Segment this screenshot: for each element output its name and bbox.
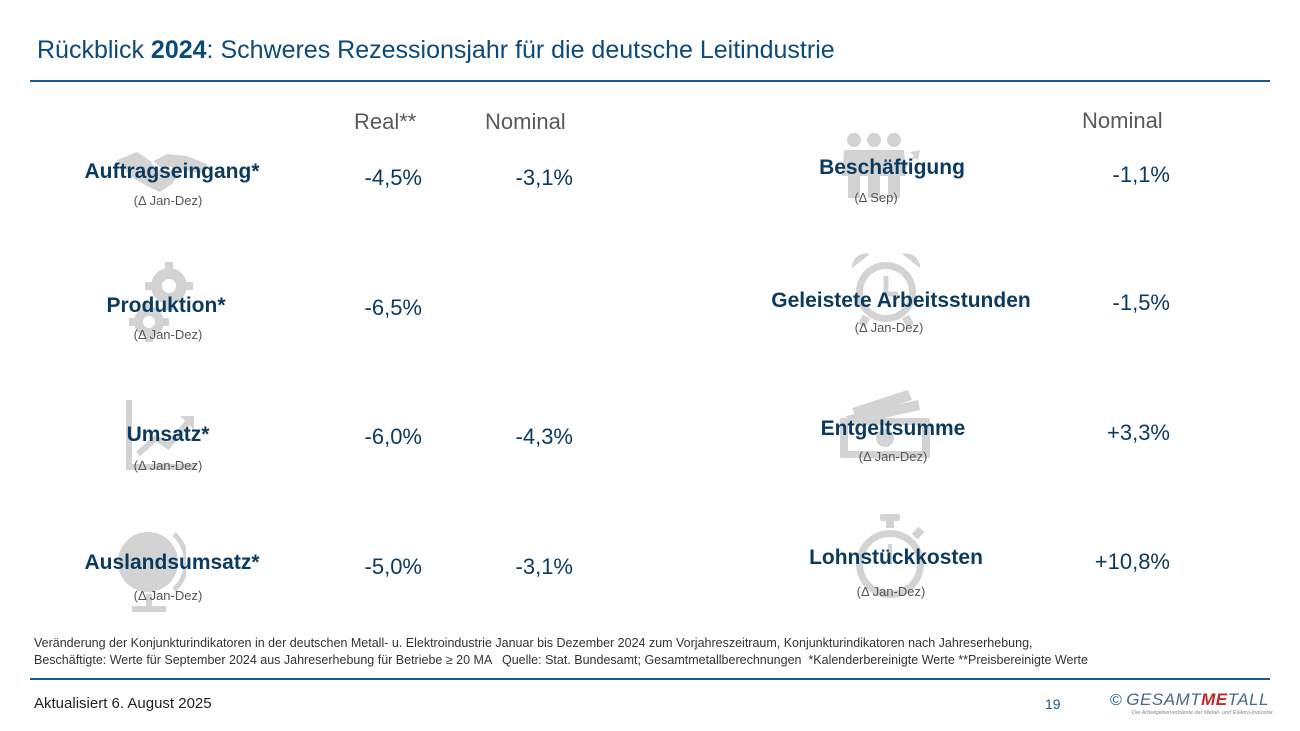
indicator-period-arbeitsstunden: (Δ Jan-Dez) [854, 320, 924, 335]
footnote: Veränderung der Konjunkturindikatoren in… [34, 635, 1274, 669]
indicator-period-entgeltsumme: (Δ Jan-Dez) [858, 449, 928, 464]
indicator-label-produktion: Produktion* [106, 294, 226, 317]
column-header-real: Real** [354, 109, 417, 134]
indicator-label-entgeltsumme: Entgeltsumme [820, 417, 966, 440]
indicator-label-beschaeftigung: Beschäftigung [819, 156, 965, 179]
indicator-period-auftragseingang: (Δ Jan-Dez) [133, 193, 203, 208]
indicator-label-auslandsumsatz: Auslandsumsatz* [84, 551, 260, 574]
indicator-label-lohnstueckkosten: Lohnstückkosten [809, 546, 983, 569]
title-year: 2024 [150, 36, 207, 64]
stopwatch-icon [852, 514, 928, 600]
handshake-icon [112, 140, 212, 200]
page-title: Rückblick 2024: Schweres Rezessionsjahr … [37, 36, 835, 64]
indicator-label-arbeitsstunden: Geleistete Arbeitsstunden [771, 289, 1031, 312]
gears-icon [125, 262, 197, 342]
indicator-label-auftragseingang: Auftragseingang* [84, 160, 260, 183]
indicator-period-lohnstueckkosten: (Δ Jan-Dez) [856, 584, 926, 599]
value-real-auftragseingang: -4,5% [364, 165, 422, 190]
indicator-label-umsatz: Umsatz* [126, 423, 210, 446]
footnote-line-2: Beschäftigte: Werte für September 2024 a… [34, 653, 1088, 667]
bottom-divider [30, 678, 1270, 680]
alarm-clock-icon [848, 250, 924, 328]
indicator-period-produktion: (Δ Jan-Dez) [133, 327, 203, 342]
growth-chart-icon [124, 398, 199, 473]
top-divider [30, 80, 1270, 82]
page-number: 19 [1045, 696, 1061, 712]
people-icon [840, 130, 920, 200]
footnote-line-1: Veränderung der Konjunkturindikatoren in… [34, 636, 1033, 650]
value-nominal-umsatz: -4,3% [515, 424, 573, 449]
value-nominal-auftragseingang: -3,1% [515, 165, 573, 190]
logo-tagline: Die Arbeitgeberverbände der Metall- und … [1132, 710, 1273, 716]
value-nominal-arbeitsstunden: -1,5% [1112, 290, 1170, 315]
value-real-umsatz: -6,0% [364, 424, 422, 449]
globe-icon [116, 524, 186, 616]
updated-date: Aktualisiert 6. August 2025 [34, 695, 212, 712]
column-header-nominal-right: Nominal [1082, 108, 1163, 133]
value-nominal-beschaeftigung: -1,1% [1112, 162, 1170, 187]
value-real-produktion: -6,5% [364, 295, 422, 320]
copyright-symbol: © [1110, 692, 1123, 709]
value-real-auslandsumsatz: -5,0% [364, 554, 422, 579]
indicator-period-umsatz: (Δ Jan-Dez) [133, 458, 203, 473]
value-nominal-auslandsumsatz: -3,1% [515, 554, 573, 579]
value-nominal-entgeltsumme: +3,3% [1107, 420, 1170, 445]
column-header-nominal-left: Nominal [485, 109, 566, 134]
value-nominal-lohnstueckkosten: +10,8% [1094, 549, 1170, 574]
indicator-period-beschaeftigung: (Δ Sep) [854, 190, 898, 205]
gesamtmetall-logo: © GESAMTMETALL Die Arbeitgeberverbände de… [1110, 690, 1280, 726]
indicator-period-auslandsumsatz: (Δ Jan-Dez) [133, 588, 203, 603]
banknotes-icon [838, 388, 933, 460]
